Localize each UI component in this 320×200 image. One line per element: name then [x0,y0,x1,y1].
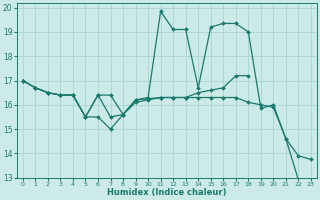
X-axis label: Humidex (Indice chaleur): Humidex (Indice chaleur) [107,188,227,197]
